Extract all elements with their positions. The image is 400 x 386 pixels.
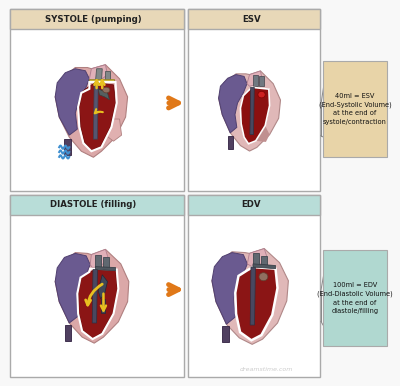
Polygon shape: [65, 325, 71, 341]
Polygon shape: [241, 124, 270, 144]
Text: EDV: EDV: [242, 200, 261, 209]
Ellipse shape: [103, 87, 110, 93]
Polygon shape: [247, 249, 268, 266]
Polygon shape: [89, 65, 108, 83]
Polygon shape: [218, 71, 280, 151]
Polygon shape: [212, 252, 247, 324]
Polygon shape: [250, 267, 255, 325]
FancyBboxPatch shape: [10, 9, 184, 191]
Polygon shape: [64, 139, 71, 155]
Polygon shape: [250, 87, 254, 135]
Polygon shape: [106, 119, 122, 141]
Polygon shape: [96, 255, 102, 268]
FancyBboxPatch shape: [188, 9, 320, 29]
Polygon shape: [98, 275, 108, 299]
Ellipse shape: [259, 273, 268, 281]
Polygon shape: [105, 71, 110, 82]
FancyBboxPatch shape: [188, 195, 320, 377]
Polygon shape: [247, 71, 262, 86]
Polygon shape: [253, 253, 260, 266]
Polygon shape: [222, 326, 229, 342]
Polygon shape: [96, 267, 116, 271]
FancyBboxPatch shape: [188, 195, 320, 215]
FancyBboxPatch shape: [10, 195, 184, 377]
Polygon shape: [102, 299, 106, 313]
Polygon shape: [240, 87, 270, 144]
Polygon shape: [96, 69, 102, 82]
Text: dreamstime.com: dreamstime.com: [240, 367, 293, 372]
FancyBboxPatch shape: [188, 9, 320, 191]
Polygon shape: [103, 257, 109, 268]
FancyBboxPatch shape: [10, 195, 184, 215]
Polygon shape: [218, 74, 247, 133]
Polygon shape: [55, 65, 128, 157]
Polygon shape: [90, 249, 109, 268]
Polygon shape: [78, 269, 118, 338]
FancyBboxPatch shape: [10, 9, 184, 29]
Polygon shape: [94, 83, 98, 139]
Polygon shape: [228, 136, 233, 149]
Polygon shape: [253, 264, 276, 269]
Polygon shape: [261, 256, 268, 266]
Text: 100ml = EDV
(End-Diastolic Volume)
at the end of
diastole/filling: 100ml = EDV (End-Diastolic Volume) at th…: [317, 283, 393, 314]
Text: DIASTOLE (filling): DIASTOLE (filling): [50, 200, 136, 209]
Polygon shape: [253, 74, 258, 86]
Polygon shape: [89, 79, 114, 81]
Text: 40ml = ESV
(End-Systolic Volume)
at the end of
systole/contraction: 40ml = ESV (End-Systolic Volume) at the …: [319, 93, 391, 125]
Polygon shape: [55, 69, 89, 135]
Polygon shape: [259, 76, 264, 86]
Text: ESV: ESV: [242, 15, 261, 24]
Polygon shape: [79, 83, 116, 151]
Polygon shape: [55, 249, 129, 343]
Polygon shape: [55, 253, 90, 323]
Text: SYSTOLE (pumping): SYSTOLE (pumping): [45, 15, 142, 24]
FancyBboxPatch shape: [323, 61, 387, 157]
Polygon shape: [235, 267, 278, 340]
Polygon shape: [98, 89, 110, 100]
Ellipse shape: [258, 91, 265, 98]
FancyBboxPatch shape: [323, 251, 387, 346]
Polygon shape: [212, 249, 288, 344]
Polygon shape: [92, 269, 98, 323]
